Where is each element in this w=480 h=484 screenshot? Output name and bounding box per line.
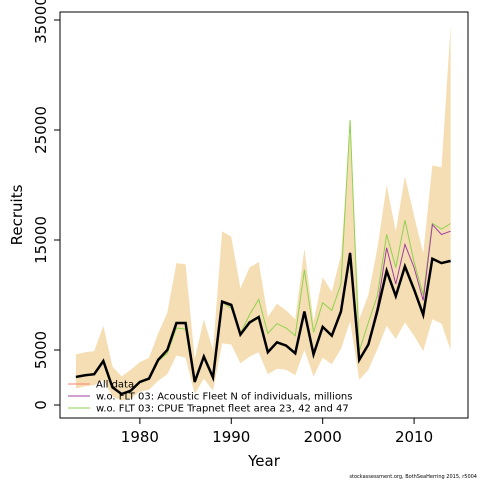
legend-label: w.o. FLT 03: Acoustic Fleet N of individ…: [96, 392, 352, 403]
y-tick-label: 0: [32, 400, 50, 410]
legend-label: w.o. FLT 03: CPUE Trapnet fleet area 23,…: [96, 404, 349, 415]
y-axis-label: Recruits: [8, 184, 26, 245]
y-tick-label: 15000: [32, 216, 50, 264]
y-tick-label: 35000: [32, 0, 50, 44]
x-tick-label: 2000: [304, 428, 342, 446]
x-tick-label: 2010: [395, 428, 433, 446]
x-axis-label: Year: [247, 452, 281, 470]
y-tick-label: 5000: [32, 331, 50, 369]
footnote: stockassessment.org, BothSeaHerring 2015…: [349, 474, 477, 480]
series-line: [75, 253, 451, 396]
confidence-band: [75, 26, 451, 401]
x-tick-label: 1980: [121, 428, 159, 446]
plot-frame: [59, 11, 469, 419]
x-tick-label: 1990: [212, 428, 250, 446]
y-tick-label: 25000: [32, 106, 50, 154]
legend-label: All data: [96, 380, 134, 391]
